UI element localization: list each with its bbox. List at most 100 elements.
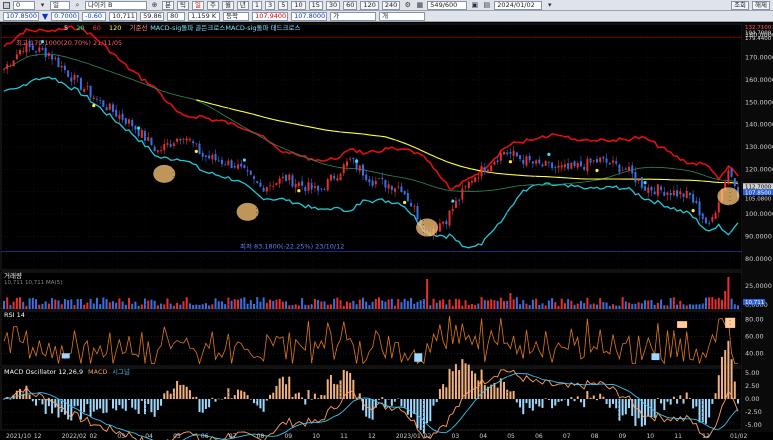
macd-histogram-bar xyxy=(118,399,121,406)
candle-body xyxy=(474,177,477,182)
macd-histogram-bar xyxy=(176,380,179,399)
volume-bar xyxy=(586,297,589,309)
macd-histogram-bar xyxy=(19,388,22,399)
macd-histogram-bar xyxy=(688,398,691,399)
candle-body xyxy=(557,165,560,168)
candle-body xyxy=(253,176,256,179)
date-input[interactable]: 2024/01/02 xyxy=(494,0,543,10)
lock-icon[interactable]: ▣ xyxy=(471,1,479,9)
candle-body xyxy=(169,144,172,147)
candle-body xyxy=(204,155,207,157)
macd-histogram-bar xyxy=(51,399,54,414)
candle-body xyxy=(256,181,259,183)
type-week-button[interactable]: 주 xyxy=(206,0,219,10)
macd-histogram-bar xyxy=(390,399,393,406)
interval-30-button[interactable]: 30 xyxy=(325,0,341,10)
volume-bar xyxy=(576,303,579,309)
macd-histogram-bar xyxy=(329,375,332,399)
macd-histogram-bar xyxy=(172,388,175,399)
release-button[interactable]: 해제 xyxy=(752,0,770,10)
volume-bar xyxy=(416,301,419,309)
interval-5-button[interactable]: 5 xyxy=(278,0,289,10)
interval-1-button[interactable]: 1 xyxy=(251,0,263,10)
volume-bar xyxy=(474,304,477,309)
volume-bar xyxy=(611,304,614,309)
interval-10-button[interactable]: 10 xyxy=(291,0,306,10)
candle-body xyxy=(79,78,82,90)
volume-bar xyxy=(490,299,493,309)
macd-histogram-bar xyxy=(628,399,631,409)
interval-240-button[interactable]: 240 xyxy=(381,0,401,10)
top-tag: 104.7000 xyxy=(745,31,772,37)
type-minute-button[interactable]: 분 xyxy=(162,0,174,10)
candle-body xyxy=(413,206,416,208)
volume-bar xyxy=(378,297,381,309)
interval-15-button[interactable]: 15 xyxy=(308,0,323,10)
candle-body xyxy=(12,60,15,67)
stock-name-input[interactable]: 나이키 B xyxy=(85,0,147,10)
volume-bar xyxy=(573,304,576,309)
macd-axis-tick: 0.00 xyxy=(745,395,759,403)
volume-bar xyxy=(592,303,595,309)
macd-histogram-bar xyxy=(535,399,538,404)
down-arrow-icon: ▼ xyxy=(42,11,49,21)
volume-bar xyxy=(22,301,25,309)
macd-histogram-bar xyxy=(522,399,525,415)
interval-60-button[interactable]: 60 xyxy=(343,0,358,10)
dropdown-icon[interactable]: ▾ xyxy=(40,1,45,9)
candle-body xyxy=(99,100,102,101)
candle-body xyxy=(708,222,711,224)
price-axis-tick: 180.0000 xyxy=(745,31,773,39)
candle-body xyxy=(105,107,108,111)
candle-body xyxy=(535,160,538,164)
candle-body xyxy=(111,104,114,112)
volume-bar xyxy=(730,298,733,309)
candle-body xyxy=(733,178,736,187)
calendar-picker-icon[interactable]: ▾ xyxy=(548,1,552,9)
chart-area[interactable]: 180.0000 170.0000 160.0000 150.0000 140.0000… xyxy=(0,22,773,440)
candle-body xyxy=(605,158,608,163)
macd-histogram-bar xyxy=(381,397,384,399)
candle-body xyxy=(602,156,605,159)
volume-bar xyxy=(240,298,243,309)
candle-body xyxy=(660,186,663,190)
volume-bar xyxy=(108,302,111,309)
type-tick-button[interactable]: 틱 xyxy=(176,0,189,10)
volume-bar xyxy=(419,300,422,309)
macd-histogram-bar xyxy=(323,395,326,399)
macd-histogram-bar xyxy=(182,384,185,399)
search-icon[interactable]: ⌕ xyxy=(75,0,80,9)
volume-bar xyxy=(172,305,175,309)
candle-body xyxy=(28,40,31,48)
type-month-button[interactable]: 월 xyxy=(221,0,234,10)
candle-body xyxy=(336,178,339,181)
macd-histogram-bar xyxy=(467,364,470,399)
macd-histogram-bar xyxy=(131,399,134,408)
type-year-button[interactable]: 년 xyxy=(236,0,249,10)
macd-histogram-bar xyxy=(570,397,573,399)
volume-bar xyxy=(70,299,73,309)
interval-3-button[interactable]: 3 xyxy=(265,0,276,10)
stock-code-input[interactable]: 0 xyxy=(13,0,35,10)
query-button[interactable]: 조회 xyxy=(731,0,750,10)
macd-histogram-bar xyxy=(531,399,534,411)
grid-icon[interactable]: ▦ xyxy=(416,1,424,9)
type-day-button[interactable]: 일 xyxy=(191,0,204,10)
macd-axis-tick: -2.50 xyxy=(745,408,762,416)
interval-120-button[interactable]: 120 xyxy=(360,0,379,10)
volume-bar xyxy=(230,300,233,309)
chart-svg[interactable]: 180.0000 170.0000 160.0000 150.0000 140.0000… xyxy=(0,22,773,440)
settings-icon[interactable]: ⚙ xyxy=(404,1,411,9)
candle-body xyxy=(166,143,169,145)
zoom-in-icon[interactable]: ⊕ xyxy=(151,1,158,9)
candle-body xyxy=(259,182,262,187)
count-input[interactable]: 549/600 xyxy=(427,0,468,10)
macd-histogram-bar xyxy=(727,340,730,399)
macd-histogram-bar xyxy=(262,399,265,412)
upper-band-line xyxy=(3,25,739,190)
period-select[interactable]: 일 xyxy=(50,0,70,10)
cross-signal-marker xyxy=(194,149,198,154)
volume-bar xyxy=(73,305,76,309)
macd-histogram-bar xyxy=(717,375,720,399)
calendar-icon[interactable]: ▤ xyxy=(483,1,491,9)
